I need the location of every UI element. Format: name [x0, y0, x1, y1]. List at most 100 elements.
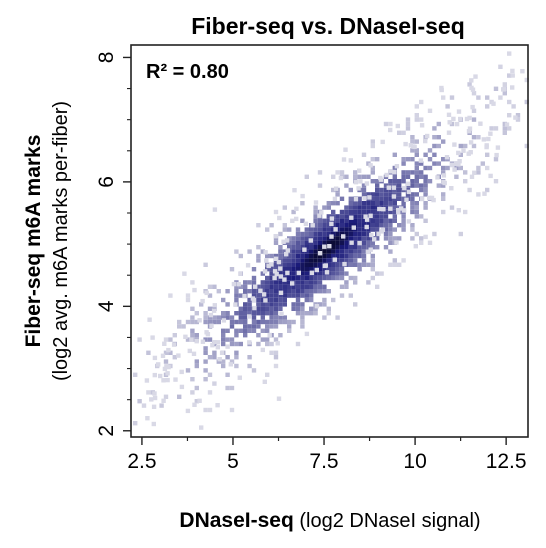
outlier-point — [324, 270, 330, 275]
density-cell — [247, 324, 252, 329]
density-cell — [190, 315, 195, 320]
outlier-point — [294, 216, 299, 222]
outlier-point — [353, 180, 359, 185]
x-tick-label: 7.5 — [309, 450, 338, 473]
density-cell — [168, 350, 173, 355]
outlier-point — [162, 366, 168, 372]
density-cell — [269, 293, 274, 298]
density-cell — [247, 306, 252, 311]
density-cell — [295, 280, 301, 285]
density-cell — [353, 258, 358, 263]
density-cell — [392, 236, 397, 241]
density-cell — [410, 227, 415, 232]
outlier-point — [467, 115, 472, 121]
outlier-point — [272, 275, 277, 281]
density-cell — [229, 341, 235, 347]
density-cell — [383, 223, 389, 228]
density-cell — [243, 333, 248, 338]
outlier-point — [327, 244, 332, 249]
density-cell — [414, 117, 419, 122]
density-cell — [357, 253, 362, 259]
outlier-point — [488, 173, 493, 179]
outlier-point — [473, 74, 478, 79]
density-cell — [273, 302, 279, 307]
density-cell — [383, 201, 389, 206]
density-cell — [194, 319, 199, 325]
density-cell — [273, 355, 279, 360]
outlier-point — [250, 296, 256, 301]
density-cell — [480, 161, 485, 166]
density-cell — [414, 201, 419, 206]
density-cell — [287, 284, 292, 289]
density-cell — [388, 231, 393, 237]
density-cell — [278, 297, 283, 303]
outlier-point — [353, 197, 359, 202]
density-cell — [353, 223, 358, 228]
density-cell — [388, 249, 393, 254]
density-cell — [282, 249, 287, 254]
density-cell — [282, 297, 287, 303]
density-cell — [335, 240, 340, 245]
density-cell — [313, 236, 318, 241]
density-cell — [317, 183, 323, 188]
density-cell — [392, 152, 397, 157]
density-cell — [234, 363, 239, 369]
density-cell — [234, 293, 239, 298]
density-cell — [291, 240, 296, 245]
density-cell — [265, 319, 270, 325]
density-cell — [265, 253, 270, 259]
density-cell — [414, 192, 419, 197]
density-cell — [243, 319, 248, 325]
density-cell — [366, 205, 371, 210]
density-cell — [313, 271, 318, 276]
density-cell — [247, 355, 252, 360]
density-cell — [304, 297, 309, 303]
density-cell — [322, 271, 327, 276]
density-cell — [361, 240, 367, 245]
density-cell — [207, 390, 213, 395]
outlier-point — [152, 372, 157, 378]
density-cell — [476, 170, 481, 175]
outlier-point — [217, 357, 222, 362]
density-cell — [300, 319, 305, 325]
density-cell — [273, 209, 279, 215]
density-cell — [339, 271, 345, 276]
density-cell — [295, 289, 301, 294]
density-cell — [212, 350, 217, 355]
density-cell — [278, 319, 283, 325]
density-cell — [212, 319, 217, 325]
density-cell — [168, 337, 173, 342]
density-cell — [291, 245, 296, 250]
density-cell — [392, 214, 397, 219]
outlier-point — [388, 127, 393, 133]
density-cell — [476, 135, 481, 140]
density-cell — [432, 143, 437, 149]
density-cell — [190, 377, 195, 382]
y-tick-label: 2 — [95, 425, 118, 437]
density-cell — [335, 267, 340, 272]
density-cell — [273, 363, 279, 369]
density-cell — [410, 201, 415, 206]
density-cell — [405, 121, 411, 127]
density-cell — [291, 271, 296, 276]
outlier-point — [282, 277, 287, 282]
density-cell — [326, 236, 331, 241]
density-cell — [322, 302, 327, 307]
density-cell — [348, 258, 353, 263]
density-cell — [392, 174, 397, 179]
density-cell — [295, 245, 301, 250]
outlier-point — [263, 250, 268, 255]
density-cell — [269, 223, 274, 228]
density-cell — [344, 209, 349, 215]
density-cell — [485, 165, 490, 171]
density-cell — [375, 284, 380, 289]
density-cell — [392, 262, 397, 267]
density-cell — [366, 201, 371, 206]
density-cell — [344, 253, 349, 259]
density-cell — [405, 170, 411, 175]
outlier-point — [165, 377, 170, 383]
density-cell — [370, 157, 375, 162]
density-cell — [247, 302, 252, 307]
density-cell — [287, 293, 292, 298]
outlier-point — [308, 238, 313, 243]
